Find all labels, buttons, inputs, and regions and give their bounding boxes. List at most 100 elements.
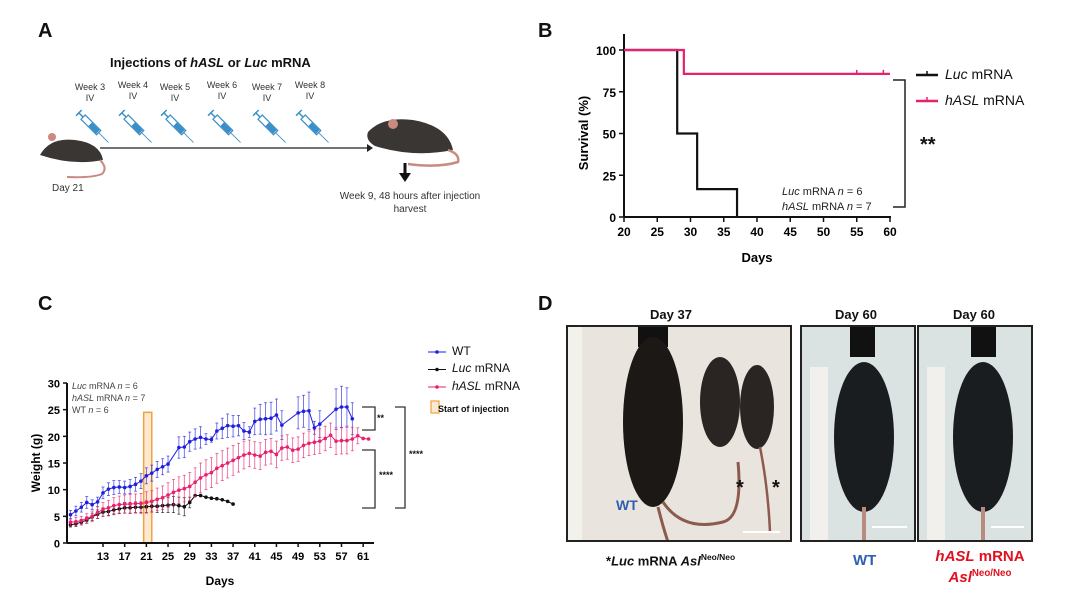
syringe-fluid bbox=[173, 122, 185, 134]
data-point bbox=[177, 503, 181, 508]
data-point bbox=[133, 501, 138, 506]
data-point bbox=[193, 437, 197, 441]
y-tick-label: 15 bbox=[48, 459, 60, 471]
syringe-icon bbox=[252, 109, 286, 143]
data-point bbox=[144, 474, 149, 478]
caption-hasl-line2: AslNeo/Neo bbox=[948, 568, 1012, 586]
data-point bbox=[263, 416, 268, 421]
syringe-handle bbox=[75, 109, 83, 117]
x-tick-label: 61 bbox=[357, 551, 369, 563]
legend-c-luc: Luc mRNA bbox=[452, 361, 511, 375]
legend-c-hasl: hASL mRNA bbox=[452, 379, 521, 393]
data-point bbox=[215, 496, 219, 501]
data-point bbox=[139, 479, 143, 483]
data-point bbox=[133, 482, 138, 487]
data-point bbox=[182, 445, 187, 449]
x-tick-label: 53 bbox=[314, 551, 326, 563]
x-tick-label: 60 bbox=[883, 225, 897, 239]
data-point bbox=[182, 504, 187, 509]
y-tick-label: 25 bbox=[48, 405, 60, 417]
significance-bracket bbox=[893, 79, 906, 208]
asterisk-marker: * bbox=[772, 477, 780, 499]
syringe-icon bbox=[160, 109, 194, 143]
data-point bbox=[215, 466, 219, 471]
data-point bbox=[247, 430, 252, 434]
data-point bbox=[225, 423, 230, 428]
legend-marker bbox=[435, 385, 439, 389]
harvest-label-line2: harvest bbox=[393, 204, 427, 215]
y-tick-label: 100 bbox=[596, 44, 616, 58]
data-point bbox=[269, 416, 273, 421]
photo-title-day60-wt: Day 60 bbox=[835, 307, 877, 322]
data-point bbox=[177, 445, 181, 450]
data-point bbox=[231, 458, 235, 463]
week-label: Week 4 IV bbox=[115, 80, 151, 102]
data-point bbox=[366, 437, 371, 441]
panel-a-title: Injections of hASL or Luc mRNA bbox=[110, 55, 311, 70]
week-text: Week 7 bbox=[251, 82, 283, 92]
data-point bbox=[296, 447, 300, 451]
harvest-arrowhead-icon bbox=[399, 173, 411, 182]
data-point bbox=[198, 476, 203, 480]
data-point bbox=[339, 405, 344, 409]
data-point bbox=[209, 496, 214, 501]
data-point bbox=[198, 435, 203, 440]
data-point bbox=[339, 438, 344, 443]
syringe-plunger bbox=[210, 112, 216, 118]
legend-c-wt: WT bbox=[452, 344, 471, 358]
syringe-plunger bbox=[255, 112, 261, 118]
survival-curve-0 bbox=[624, 48, 739, 217]
data-point bbox=[274, 452, 279, 457]
route-text: IV bbox=[305, 91, 315, 101]
data-point bbox=[122, 485, 127, 490]
data-point bbox=[155, 467, 159, 472]
data-point bbox=[149, 499, 154, 504]
harvest-label: Week 9, 48 hours after injection harvest bbox=[335, 190, 485, 216]
x-tick-label: 30 bbox=[684, 225, 698, 239]
x-tick-label: 37 bbox=[227, 551, 239, 563]
timeline-arrowhead-icon bbox=[367, 144, 373, 152]
data-point bbox=[144, 500, 149, 505]
data-point bbox=[149, 471, 154, 475]
x-tick-label: 55 bbox=[850, 225, 864, 239]
route-text: IV bbox=[262, 93, 272, 103]
data-point bbox=[117, 502, 122, 507]
data-point bbox=[263, 450, 268, 455]
x-tick-label: 40 bbox=[750, 225, 764, 239]
syringe-plunger bbox=[121, 112, 127, 118]
data-point bbox=[90, 514, 94, 519]
data-point bbox=[112, 485, 116, 490]
data-point bbox=[122, 502, 127, 506]
y-tick-label: 10 bbox=[48, 485, 60, 497]
n-line: Luc mRNA n = 6 bbox=[72, 381, 138, 391]
x-tick-label: 20 bbox=[617, 225, 631, 239]
x-tick-label: 49 bbox=[292, 551, 304, 563]
week-label: Week 5 IV bbox=[157, 82, 193, 104]
legend-b-luc: Luc mRNA bbox=[945, 66, 1013, 82]
data-point bbox=[79, 505, 84, 510]
data-point bbox=[355, 434, 360, 438]
data-point bbox=[112, 503, 116, 508]
bracket-wt-luc bbox=[395, 406, 406, 509]
data-point bbox=[128, 502, 132, 506]
data-point bbox=[296, 411, 300, 415]
data-point bbox=[209, 470, 214, 475]
data-point bbox=[236, 423, 241, 428]
data-point bbox=[236, 455, 241, 460]
week-label: Week 6 IV bbox=[204, 80, 240, 102]
data-point bbox=[139, 501, 143, 506]
syringe-fluid bbox=[308, 122, 320, 134]
x-tick-label: 17 bbox=[119, 551, 131, 563]
panel-label-d: D bbox=[538, 293, 553, 315]
mouse-adult-icon bbox=[367, 119, 460, 167]
y-axis-title: Survival (%) bbox=[576, 96, 591, 170]
data-point bbox=[128, 484, 132, 489]
n-line: WT n = 6 bbox=[72, 405, 109, 415]
legend-marker bbox=[435, 367, 439, 372]
data-point bbox=[312, 440, 317, 445]
data-point bbox=[350, 437, 355, 441]
mouse-image bbox=[810, 327, 907, 540]
data-point bbox=[242, 429, 246, 433]
x-axis-title: Days bbox=[206, 574, 235, 588]
data-point bbox=[182, 486, 187, 491]
